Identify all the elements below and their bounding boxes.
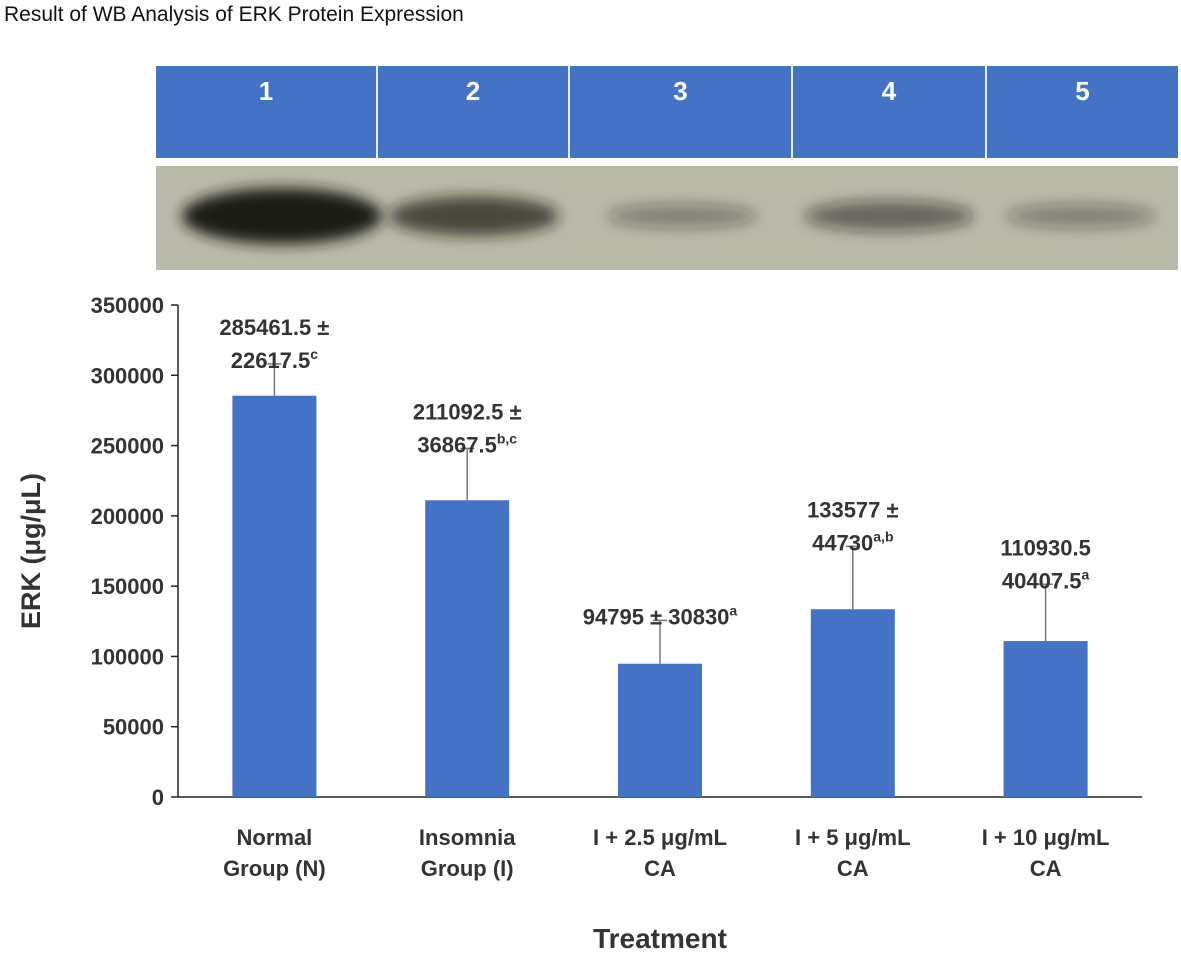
bar-4: [810, 609, 895, 797]
x-tick-label: I + 10 μg/mL: [982, 825, 1110, 850]
y-tick-label: 50000: [103, 715, 164, 740]
bar-1: [232, 395, 317, 797]
bar-3: [618, 663, 702, 797]
x-tick-label: I + 2.5 μg/mL: [593, 825, 727, 850]
blot-band-2: [389, 196, 559, 236]
data-label-2: 211092.5 ±: [413, 399, 522, 424]
data-label-5: 40407.5a: [1002, 566, 1090, 593]
x-tick-label: Group (I): [421, 856, 514, 881]
blot-band-5: [1006, 203, 1156, 229]
lane-header-1: 1: [156, 66, 378, 158]
x-tick-label: Insomnia: [419, 825, 516, 850]
data-label-5: 110930.5: [1000, 535, 1091, 560]
y-tick-label: 350000: [91, 293, 164, 318]
lane-header-3: 3: [570, 66, 793, 158]
blot-band-1: [182, 188, 382, 244]
y-tick-label: 0: [152, 785, 164, 810]
bar-2: [425, 500, 510, 797]
x-tick-label: Normal: [237, 825, 313, 850]
blot-band-3: [607, 203, 757, 229]
x-tick-label: CA: [644, 856, 676, 881]
bar-5: [1003, 641, 1088, 797]
y-tick-label: 200000: [91, 504, 164, 529]
y-tick-label: 100000: [91, 644, 164, 669]
data-label-4: 133577 ±: [807, 497, 899, 522]
lane-header-2: 2: [378, 66, 570, 158]
data-label-3: 94795 ± 30830a: [583, 602, 738, 629]
x-tick-label: I + 5 μg/mL: [795, 825, 911, 850]
lane-header-row: 1 2 3 4 5: [156, 66, 1178, 158]
lane-header-5: 5: [987, 66, 1178, 158]
x-tick-label: CA: [837, 856, 869, 881]
y-tick-label: 250000: [91, 434, 164, 459]
data-label-4: 44730a,b: [812, 528, 893, 555]
data-label-1: 285461.5 ±: [219, 315, 329, 340]
blot-band-4: [804, 200, 974, 232]
x-tick-label: CA: [1030, 856, 1062, 881]
y-axis-title: ERK (μg/μL): [16, 473, 46, 629]
western-blot-image: [156, 166, 1178, 270]
figure-title: Result of WB Analysis of ERK Protein Exp…: [4, 3, 464, 26]
data-label-2: 36867.5b,c: [417, 430, 517, 457]
y-tick-label: 300000: [91, 363, 164, 388]
y-tick-label: 150000: [91, 574, 164, 599]
x-tick-label: Group (N): [223, 856, 326, 881]
lane-header-4: 4: [793, 66, 987, 158]
data-label-1: 22617.5c: [231, 346, 319, 373]
x-axis-title: Treatment: [593, 923, 727, 954]
